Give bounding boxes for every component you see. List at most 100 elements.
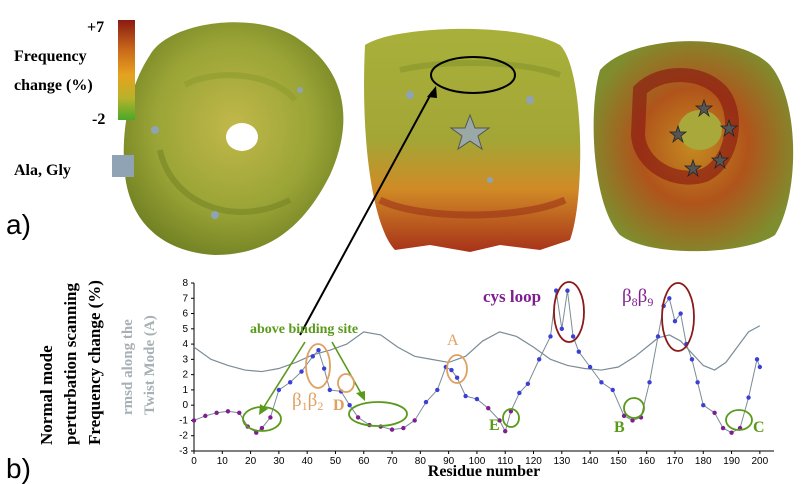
frequency-point xyxy=(695,380,700,385)
frequency-point xyxy=(321,366,327,371)
frequency-point xyxy=(570,334,576,339)
y-tick-label: -1 xyxy=(179,415,188,426)
label-C: C xyxy=(753,419,765,436)
y-tick-label: 0 xyxy=(182,400,188,411)
frequency-point xyxy=(401,425,406,431)
frequency-point xyxy=(503,428,508,434)
svg-text:perturbation scanning: perturbation scanning xyxy=(61,283,80,445)
label-D: D xyxy=(333,397,345,414)
frequency-point xyxy=(508,409,514,414)
y-tick-label: 7 xyxy=(182,293,188,304)
binding-site-ellipse xyxy=(430,56,516,94)
label-E: E xyxy=(489,417,500,434)
x-axis-label: Residue number xyxy=(428,463,540,480)
x-tick-label: 0 xyxy=(191,456,197,467)
label-b1b2: β1β2 xyxy=(292,390,323,413)
frequency-point xyxy=(517,390,522,396)
frequency-point xyxy=(203,413,208,419)
colorbar-title-line1: Frequency xyxy=(14,48,87,65)
panel-a-label: a) xyxy=(6,209,31,240)
frequency-point xyxy=(259,425,265,431)
frequency-point xyxy=(276,387,282,393)
y-tick-label: 3 xyxy=(182,354,188,365)
svg-text:rmsd along the: rmsd along the xyxy=(120,319,136,415)
label-B: B xyxy=(614,419,625,436)
frequency-point xyxy=(310,354,316,359)
x-tick-label: 190 xyxy=(723,456,740,467)
frequency-point xyxy=(667,296,672,301)
svg-text:Normal mode: Normal mode xyxy=(37,345,56,445)
plot-area: 0 10 20 30 40 50 60 70 80 90 100 110 120 130 140 150 160… xyxy=(179,278,774,480)
x-tick-label: 140 xyxy=(582,456,599,467)
svg-text:Frequency change (%): Frequency change (%) xyxy=(85,280,104,445)
frequency-point xyxy=(701,402,706,408)
frequency-point xyxy=(621,413,627,419)
x-tick-label: 150 xyxy=(610,456,627,467)
frequency-point xyxy=(412,418,417,423)
frequency-series-line xyxy=(193,290,761,434)
y-axis-label: Normal mode perturbation scanning Freque… xyxy=(37,280,104,445)
x-tick-label: 20 xyxy=(245,456,257,467)
binding-site-star xyxy=(449,113,491,151)
x-tick-label: 30 xyxy=(273,456,285,467)
frequency-point xyxy=(746,395,751,400)
ala-gly-label: Ala, Gly xyxy=(14,162,71,179)
frequency-point xyxy=(287,380,293,385)
x-tick-label: 90 xyxy=(443,456,455,467)
x-tick-label: 200 xyxy=(752,456,769,467)
frequency-point xyxy=(316,348,321,353)
frequency-point xyxy=(712,410,717,416)
x-tick-label: 160 xyxy=(638,456,655,467)
ala-gly-swatch xyxy=(112,155,134,177)
rmsd-series-line xyxy=(193,325,761,373)
label-cys-loop: cys loop xyxy=(483,287,541,306)
frequency-point xyxy=(435,387,440,393)
x-tick-label: 10 xyxy=(217,456,229,467)
frequency-point xyxy=(757,364,763,370)
frequency-point xyxy=(327,387,333,393)
frequency-point xyxy=(565,288,570,293)
frequency-point xyxy=(191,418,197,423)
frequency-point xyxy=(754,357,760,362)
frequency-point xyxy=(729,430,734,435)
frequency-point xyxy=(672,318,678,324)
frequency-point xyxy=(474,396,480,402)
x-tick-label: 170 xyxy=(667,456,684,467)
colorbar-max-label: +7 xyxy=(87,19,104,36)
x-tick-label: 130 xyxy=(553,456,570,467)
label-above-binding-site: above binding site xyxy=(250,322,358,337)
y-tick-label: 4 xyxy=(182,339,188,350)
x-tick-label: 100 xyxy=(469,456,486,467)
x-tick-label: 50 xyxy=(330,456,342,467)
y-tick-label: -3 xyxy=(179,446,188,457)
frequency-point xyxy=(559,326,565,332)
frequency-point xyxy=(463,393,468,399)
protein-bottom-view xyxy=(593,41,794,252)
frequency-point xyxy=(497,418,502,423)
frequency-point xyxy=(225,409,231,414)
x-tick-label: 80 xyxy=(415,456,427,467)
x-tick-label: 180 xyxy=(695,456,712,467)
colorbar: +7 Frequency change (%) -2 Ala, Gly xyxy=(14,19,135,179)
frequency-point xyxy=(587,364,593,370)
frequency-point xyxy=(599,380,604,385)
y-tick-label: -2 xyxy=(179,431,188,442)
x-tick-label: 40 xyxy=(302,456,314,467)
annotations: above binding site cys loop β8β9 β1β2 A … xyxy=(242,281,765,436)
frequency-point xyxy=(655,334,661,339)
frequency-point xyxy=(486,406,491,411)
y-tick-label: 8 xyxy=(182,278,188,289)
frequency-point xyxy=(449,367,454,373)
x-tick-label: 70 xyxy=(386,456,398,467)
y-tick-label: 6 xyxy=(182,309,188,320)
colorbar-min-label: -2 xyxy=(92,111,105,128)
frequency-point xyxy=(454,375,460,380)
frequency-point xyxy=(214,410,219,416)
frequency-point xyxy=(423,399,429,405)
frequency-point xyxy=(389,427,395,432)
colorbar-gradient xyxy=(118,20,135,120)
panel-b-label: b) xyxy=(6,453,31,484)
colorbar-title-line2: change (%) xyxy=(14,77,93,94)
y-tick-label: 2 xyxy=(182,370,188,381)
